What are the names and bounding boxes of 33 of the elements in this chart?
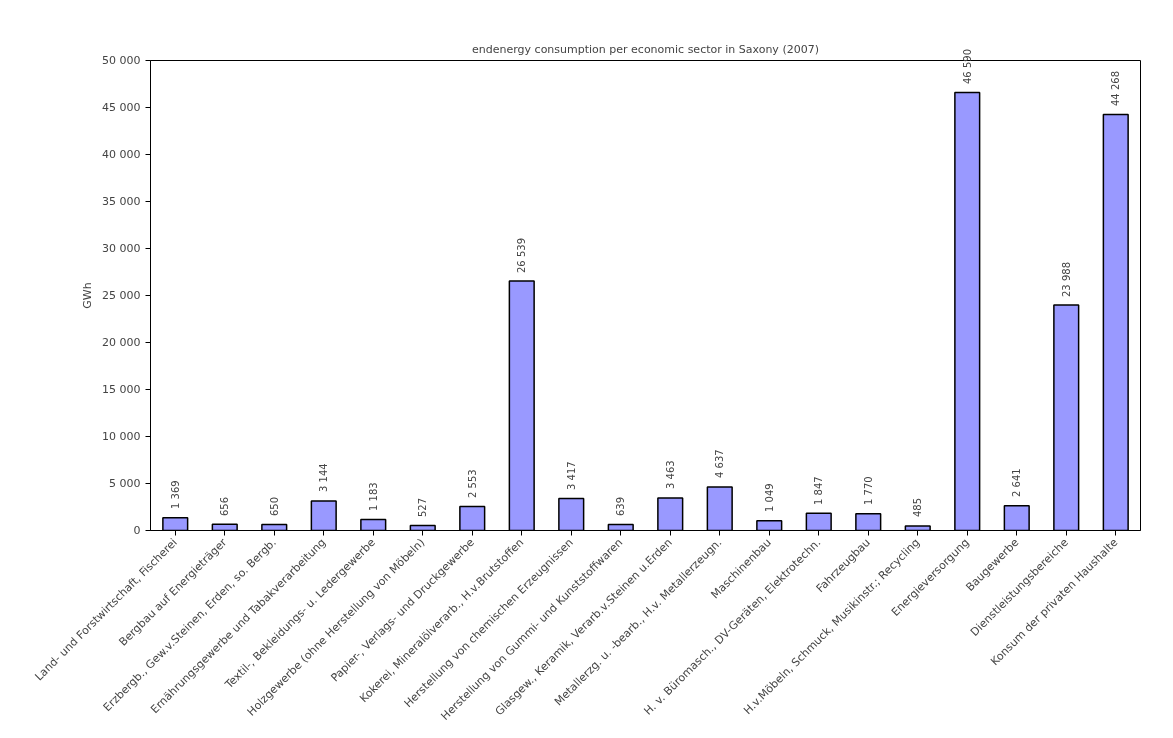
data-label: 1 847 — [812, 475, 824, 505]
data-label: 656 — [218, 496, 230, 516]
y-tick-label: 45 000 — [102, 101, 141, 114]
y-tick-label: 15 000 — [102, 383, 141, 396]
data-label: 4 637 — [713, 449, 725, 479]
data-label: 1 369 — [169, 480, 181, 510]
data-label: 44 268 — [1109, 70, 1121, 106]
y-tick-label: 30 000 — [102, 242, 141, 255]
data-label: 1 183 — [367, 482, 379, 511]
data-label: 46 590 — [961, 49, 973, 85]
y-tick-label: 40 000 — [102, 148, 141, 161]
data-label: 527 — [416, 497, 428, 518]
y-tick-label: 0 — [133, 524, 141, 537]
y-tick-label: 35 000 — [102, 195, 141, 208]
data-label: 650 — [268, 496, 280, 516]
y-tick-label: 50 000 — [102, 54, 141, 67]
chart-title: endenergy consumption per economic sector in Saxony (2007) — [472, 42, 819, 56]
y-tick-label: 10 000 — [102, 430, 141, 443]
y-tick-label: 20 000 — [102, 336, 141, 349]
data-label: 1 049 — [763, 483, 775, 513]
data-label: 2 641 — [1010, 468, 1022, 498]
y-tick-label: 5 000 — [109, 477, 141, 490]
data-label: 485 — [911, 498, 923, 518]
data-label: 3 463 — [664, 460, 676, 490]
data-label: 26 539 — [515, 237, 527, 273]
y-axis-title: GWh — [81, 282, 95, 309]
data-label: 2 553 — [466, 469, 478, 498]
data-label: 639 — [614, 496, 626, 516]
y-tick-label: 25 000 — [102, 289, 141, 302]
data-label: 23 988 — [1060, 261, 1072, 297]
data-label: 3 144 — [317, 463, 329, 493]
data-label: 1 770 — [862, 476, 874, 506]
data-label: 3 417 — [565, 461, 577, 490]
